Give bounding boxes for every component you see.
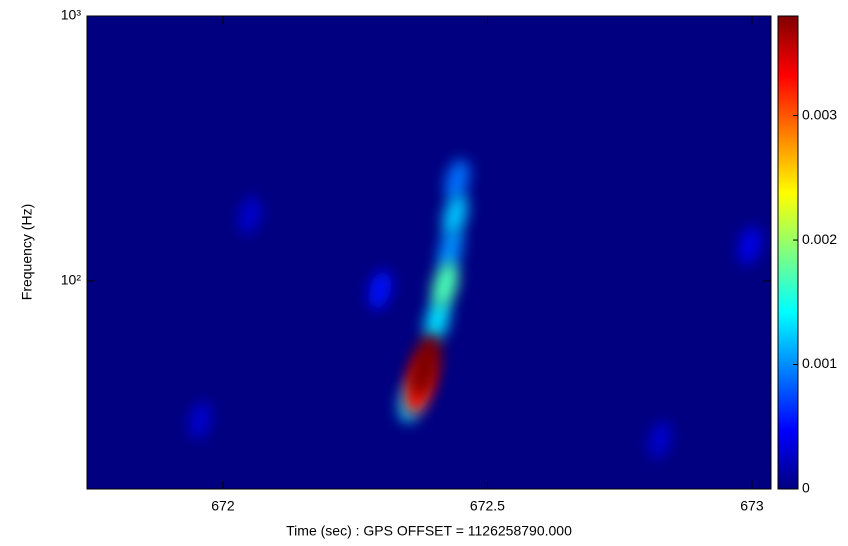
x-tick-label: 673: [740, 498, 764, 514]
heat-blob: [738, 226, 762, 265]
heat-blob: [238, 196, 262, 234]
heatmap: [189, 159, 762, 459]
heat-blob: [424, 298, 450, 343]
heat-blob: [442, 193, 468, 238]
y-tick-label: 10²: [61, 272, 82, 288]
colorbar-tick-label: 0.003: [802, 106, 837, 122]
heat-blob: [432, 261, 459, 309]
y-tick-label: 10³: [61, 7, 82, 23]
colorbar-tick-label: 0: [802, 480, 810, 496]
x-tick-label: 672.5: [470, 498, 505, 514]
heat-blob: [648, 421, 672, 459]
x-tick-label: 672: [211, 498, 235, 514]
plot-frame: [86, 15, 772, 490]
heat-blob: [445, 159, 470, 202]
colorbar-tick-label: 0.001: [802, 355, 837, 371]
x-axis-label: Time (sec) : GPS OFFSET = 1126258790.000: [286, 523, 572, 539]
y-axis-label: Frequency (Hz): [19, 204, 35, 300]
heat-blob: [438, 228, 463, 272]
colorbar: [777, 15, 799, 490]
heat-blob: [409, 334, 441, 397]
colorbar-tick-label: 0.002: [802, 231, 837, 247]
heat-blob: [368, 270, 392, 310]
heat-blob: [189, 401, 212, 439]
plot-background: [87, 16, 771, 489]
